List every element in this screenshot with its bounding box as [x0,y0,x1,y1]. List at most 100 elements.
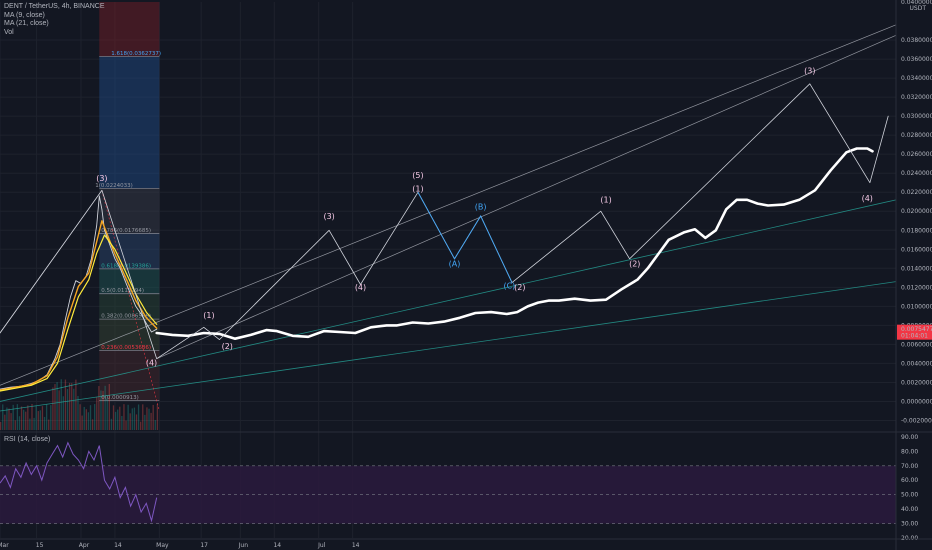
fib-level-label: 1(0.0224033) [95,183,133,189]
vol-legend[interactable]: Vol [4,28,14,36]
volume-bar [27,405,29,430]
fib-level-label: 0.382(0.0086536) [101,314,151,320]
volume-bar [14,420,16,430]
volume-bar [152,404,154,430]
price-tick-label: 0.0240000 [901,170,932,177]
volume-bar [106,397,108,430]
volume-bar [125,420,127,430]
volume-bar [16,404,19,430]
volume-bar [114,411,117,430]
volume-bar [10,413,12,430]
abc-correction-line [417,192,513,283]
price-tick-label: 0.0140000 [901,265,932,272]
series-line-3 [155,147,874,340]
rsi-tick-label: 90.00 [901,434,918,441]
volume-bar [37,411,39,430]
volume-bar [0,422,2,430]
volume-bar [29,418,31,430]
wave-label: (4) [146,358,157,367]
price-tick-label: 0.0340000 [901,75,932,82]
rsi-legend[interactable]: RSI (14, close) [4,436,51,443]
series-line-2 [0,234,158,392]
price-tick-label: 0.0220000 [901,189,932,196]
volume-bar [66,388,69,430]
volume-bar [81,415,83,430]
volume-bar [48,419,50,430]
volume-bar [2,404,4,430]
volume-bar [6,407,8,430]
volume-bar [110,418,113,430]
channel-mid-line [156,34,897,359]
time-tick-label: 15 [36,542,44,549]
fib-retracement: 1.618(0.0362737) 1(0.0224033) 0.786(0.0176… [95,2,161,401]
volume-bar [8,408,10,430]
rsi-line [0,441,158,523]
fib-level-label: 0.786(0.0176685) [101,228,151,234]
volume-bar [108,384,110,430]
volume-bar [102,390,104,430]
volume-bar [154,420,156,430]
ma9-legend[interactable]: MA (9, close) [4,11,45,19]
volume-bar [140,421,142,430]
price-tick-label: 0.0040000 [901,360,932,367]
rsi-tick-label: 30.00 [901,521,918,528]
wave-label: (5) [412,171,423,180]
volume-bar [4,414,6,430]
price-tick-label: 0.0200000 [901,208,932,215]
wave-label: (3) [323,212,334,221]
channel-upper-line [0,24,897,386]
volume-bar [148,408,150,430]
volume-bar [131,408,133,430]
volume-bar [104,385,106,430]
volume-bar [79,404,81,430]
series-line-1 [0,220,158,391]
wave-label: (1) [203,311,214,320]
rsi-tick-label: 80.00 [901,448,918,455]
price-tick-label: -0.0020000 [901,417,932,424]
price-series [0,83,889,392]
volume-bar [137,404,140,430]
rsi-pane [0,431,932,524]
price-tick-label: 0.0120000 [901,284,932,291]
green-channel-upper [0,199,897,402]
volume-bar [123,404,125,430]
symbol-title[interactable]: DENT / TetherUS, 4h, BINANCE [4,3,105,10]
price-tick-label: 0.0000000 [901,398,932,405]
price-tick-label: 0.0020000 [901,379,932,386]
wave-label: (2) [514,283,525,292]
fib-level-label: 1.618(0.0362737) [111,51,161,57]
price-tick-label: 0.0060000 [901,341,932,348]
volume-bar [117,409,119,430]
volume-bar [54,384,56,430]
wave-label: (C) [503,281,515,290]
price-tag-countdown: 01:04:01 [901,333,928,340]
volume-bar [98,386,100,430]
volume-bar [71,383,73,430]
volume-bar [94,404,96,430]
wave-label: (1) [600,196,611,205]
rsi-tick-label: 40.00 [901,506,918,513]
time-tick-label: Jul [317,542,326,549]
volume-bar [91,419,94,430]
ma21-legend[interactable]: MA (21, close) [4,20,49,27]
price-tick-label: 0.0100000 [901,303,932,310]
fib-level-label: 0.236(0.0053686) [101,345,151,351]
time-tick-label: 14 [273,542,281,549]
volume-bar [150,412,152,430]
volume-bar [45,404,48,430]
currency-label: USDT [910,5,927,12]
wave-label: (3) [96,174,107,183]
volume-bar [43,416,46,430]
wave-label: (2) [222,342,233,351]
volume-bar [87,412,90,430]
fib-zone-top [99,2,160,57]
price-tick-label: 0.0360000 [901,56,932,63]
fib-level-label: 0.5(0.0113294) [101,288,144,294]
volume-bar [50,405,52,430]
volume-bars [0,379,159,430]
volume-bar [62,396,64,430]
rsi-tick-label: 50.00 [901,492,918,499]
volume-bar [129,413,131,430]
